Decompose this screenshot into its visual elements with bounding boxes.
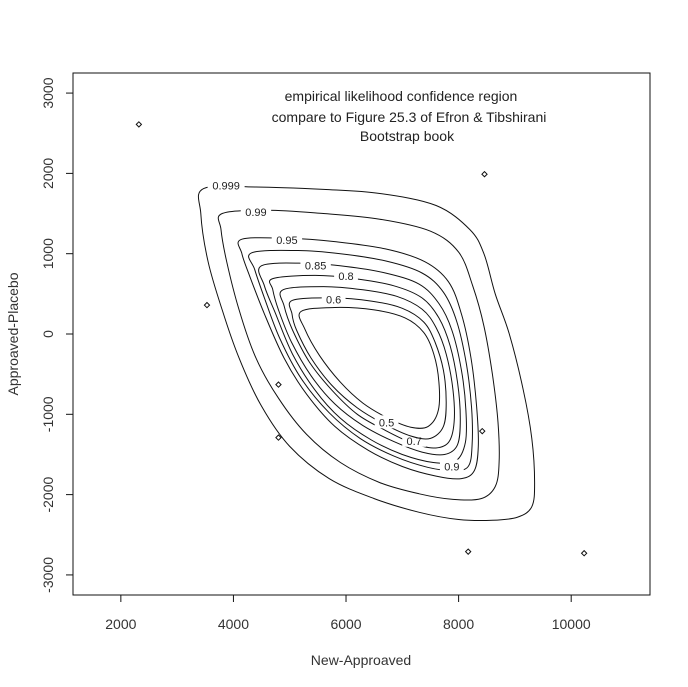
contour-label: 0.95	[276, 235, 297, 247]
x-tick-label: 8000	[443, 616, 474, 632]
y-tick-label: 0	[40, 330, 56, 338]
x-axis-label: New-Approaved	[311, 652, 411, 668]
contour-0.9	[248, 249, 473, 472]
x-axis: 2000 4000 6000 8000 10000	[105, 594, 591, 632]
y-tick-label: 2000	[40, 158, 56, 189]
data-point	[580, 549, 588, 557]
y-tick-label: 3000	[40, 77, 56, 108]
y-tick-label: 1000	[40, 238, 56, 269]
contour-label-bg	[439, 459, 464, 473]
contour-0.8	[268, 274, 461, 456]
contour-0.999	[197, 185, 536, 522]
contour-label-bg	[207, 178, 245, 192]
x-tick-label: 10000	[552, 616, 591, 632]
annotation-line: Bootstrap book	[360, 128, 455, 144]
contour-label: 0.99	[245, 207, 266, 219]
annotation: empirical likelihood confidence region co…	[272, 88, 547, 144]
contour-label: 0.85	[305, 261, 326, 273]
data-point	[275, 381, 282, 388]
contour-0.95	[237, 237, 479, 480]
contour-label-bg	[402, 433, 427, 447]
contour-0.6	[288, 297, 447, 440]
contour-label: 0.5	[379, 417, 394, 429]
annotation-line: compare to Figure 25.3 of Efron & Tibshi…	[272, 109, 547, 125]
y-tick-label: -2000	[40, 477, 56, 513]
data-points	[135, 121, 588, 557]
contour-label: 0.999	[212, 180, 240, 192]
contour-label-bg	[321, 292, 346, 306]
y-axis: -3000 -2000 -1000 0 1000 2000 3000	[40, 77, 74, 593]
plot-frame	[72, 72, 651, 596]
contour-label: 0.8	[338, 271, 353, 283]
data-point	[275, 434, 282, 441]
contour-lines: 0.999 0.99 0.95 0.85 0.8 0.7 0.6 0.5 0.9	[197, 178, 536, 522]
contour-label-bg	[240, 204, 272, 218]
contour-0.5	[298, 306, 441, 429]
contour-label: 0.9	[444, 462, 459, 474]
data-point	[135, 121, 143, 128]
y-tick-label: -1000	[40, 396, 56, 432]
data-point	[481, 170, 488, 178]
contour-0.99	[217, 209, 500, 501]
contour-label: 0.7	[406, 436, 421, 448]
contour-label-bg	[300, 258, 331, 272]
contour-0.85	[258, 262, 468, 464]
y-tick-label: -3000	[40, 557, 56, 593]
annotation-line: empirical likelihood confidence region	[285, 88, 518, 104]
data-point	[203, 301, 211, 309]
data-point	[478, 427, 486, 435]
y-axis-label: Approaved-Placebo	[5, 272, 21, 395]
contour-0.7	[279, 286, 455, 449]
x-tick-label: 6000	[330, 616, 361, 632]
contour-label-bg	[271, 233, 303, 247]
x-tick-label: 2000	[105, 616, 136, 632]
contour-label-bg	[334, 269, 358, 283]
contour-label-bg	[374, 415, 399, 429]
x-tick-label: 4000	[218, 616, 249, 632]
data-point	[464, 548, 472, 555]
contour-label: 0.6	[326, 294, 341, 306]
